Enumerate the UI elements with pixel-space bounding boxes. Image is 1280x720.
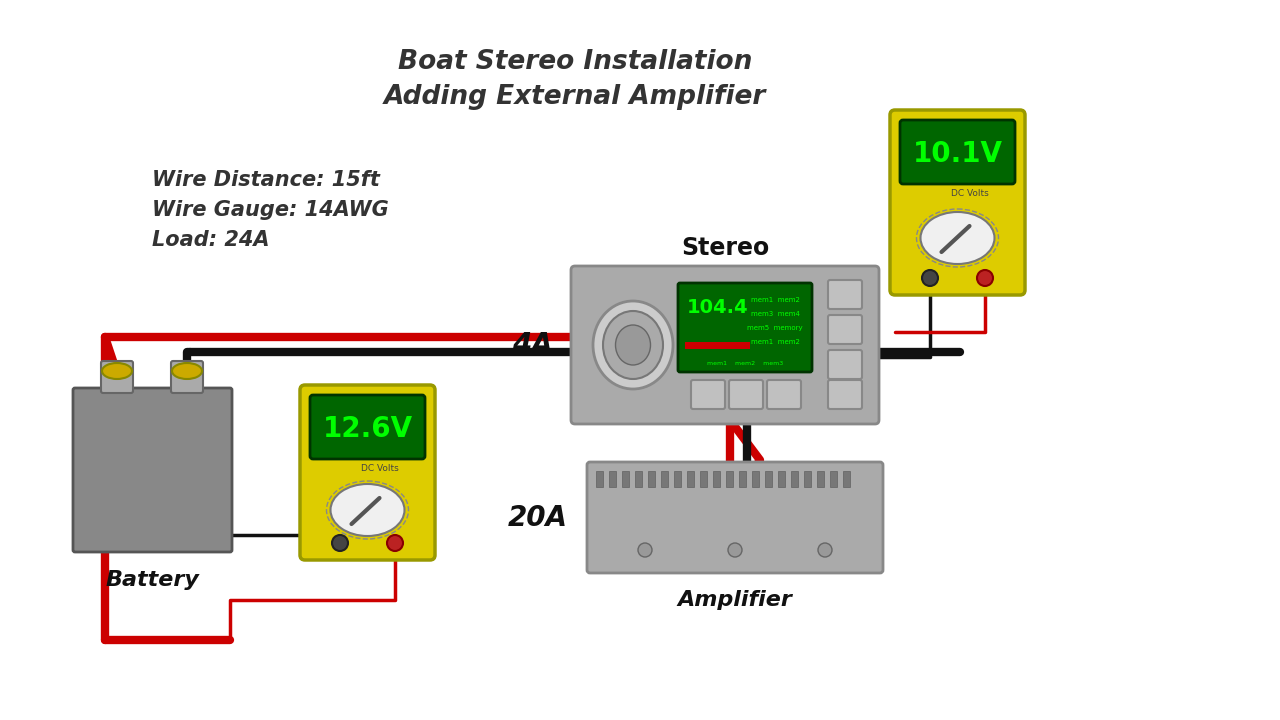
FancyBboxPatch shape: [101, 361, 133, 393]
Bar: [829, 471, 837, 487]
Bar: [635, 471, 643, 487]
Text: mem1  mem2: mem1 mem2: [750, 297, 800, 303]
Text: Load: 24A: Load: 24A: [152, 230, 270, 250]
FancyBboxPatch shape: [73, 388, 232, 552]
Text: Battery: Battery: [105, 570, 200, 590]
FancyBboxPatch shape: [828, 380, 861, 409]
Text: Stereo: Stereo: [681, 236, 769, 260]
Circle shape: [728, 543, 742, 557]
Bar: [700, 471, 707, 487]
Text: Wire Distance: 15ft: Wire Distance: 15ft: [152, 170, 380, 190]
FancyBboxPatch shape: [900, 120, 1015, 184]
FancyBboxPatch shape: [767, 380, 801, 409]
Bar: [791, 471, 797, 487]
Circle shape: [977, 270, 993, 286]
Bar: [648, 471, 655, 487]
FancyBboxPatch shape: [890, 110, 1025, 295]
Text: 4A: 4A: [512, 331, 553, 359]
Bar: [685, 342, 750, 349]
Text: Boat Stereo Installation: Boat Stereo Installation: [398, 49, 753, 75]
Bar: [609, 471, 616, 487]
Bar: [675, 471, 681, 487]
Text: 104.4: 104.4: [687, 297, 749, 317]
Bar: [765, 471, 772, 487]
Bar: [687, 471, 694, 487]
Text: 20A: 20A: [508, 503, 568, 531]
Text: 10.1V: 10.1V: [913, 140, 1002, 168]
Text: mem5  memory: mem5 memory: [748, 325, 803, 331]
Text: mem3  mem4: mem3 mem4: [750, 311, 800, 317]
FancyBboxPatch shape: [300, 385, 435, 560]
FancyBboxPatch shape: [678, 283, 812, 372]
Circle shape: [387, 535, 403, 551]
FancyBboxPatch shape: [691, 380, 724, 409]
Bar: [596, 471, 603, 487]
Text: Wire Gauge: 14AWG: Wire Gauge: 14AWG: [152, 200, 389, 220]
Circle shape: [332, 535, 348, 551]
Text: Adding External Amplifier: Adding External Amplifier: [384, 84, 767, 110]
Text: Amplifier: Amplifier: [677, 590, 792, 610]
FancyBboxPatch shape: [588, 462, 883, 573]
Ellipse shape: [330, 484, 404, 536]
Ellipse shape: [172, 363, 202, 379]
Text: DC Volts: DC Volts: [951, 189, 988, 197]
FancyBboxPatch shape: [828, 315, 861, 344]
Bar: [844, 471, 850, 487]
Ellipse shape: [593, 301, 673, 389]
Bar: [660, 471, 668, 487]
Circle shape: [922, 270, 938, 286]
Bar: [739, 471, 746, 487]
Text: DC Volts: DC Volts: [361, 464, 398, 472]
Bar: [713, 471, 719, 487]
Bar: [726, 471, 733, 487]
Circle shape: [818, 543, 832, 557]
FancyBboxPatch shape: [571, 266, 879, 424]
Bar: [804, 471, 812, 487]
Bar: [622, 471, 628, 487]
FancyBboxPatch shape: [172, 361, 204, 393]
Ellipse shape: [616, 325, 650, 365]
FancyBboxPatch shape: [310, 395, 425, 459]
FancyBboxPatch shape: [828, 280, 861, 309]
Bar: [778, 471, 785, 487]
Ellipse shape: [603, 311, 663, 379]
FancyBboxPatch shape: [730, 380, 763, 409]
Text: mem1  mem2: mem1 mem2: [750, 339, 800, 345]
Bar: [751, 471, 759, 487]
Circle shape: [637, 543, 652, 557]
Text: mem1    mem2    mem3: mem1 mem2 mem3: [707, 361, 783, 366]
FancyBboxPatch shape: [828, 350, 861, 379]
Bar: [817, 471, 824, 487]
Text: 12.6V: 12.6V: [323, 415, 412, 443]
Ellipse shape: [102, 363, 132, 379]
Ellipse shape: [920, 212, 995, 264]
